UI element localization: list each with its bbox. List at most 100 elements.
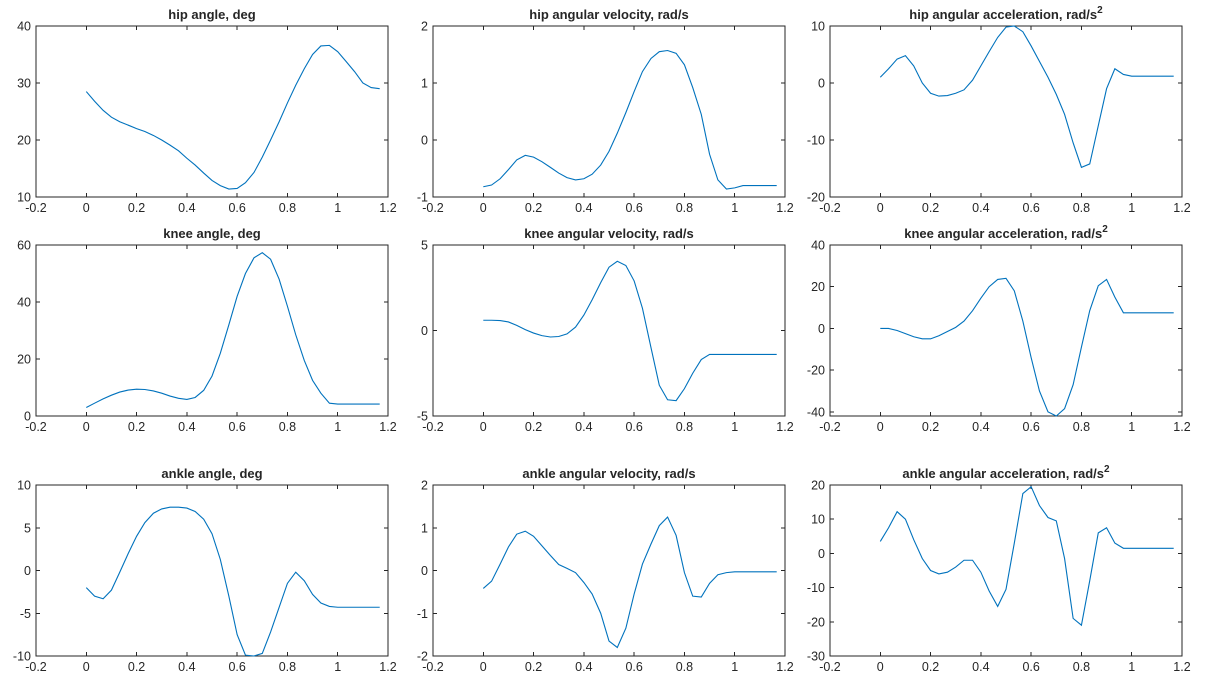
x-tick-label: 0.8 [279, 420, 296, 434]
x-tick-label: 0 [480, 660, 487, 674]
x-tick-label: 1 [334, 420, 341, 434]
x-tick-label: -0.2 [819, 420, 841, 434]
y-tick-label: 0 [421, 324, 428, 338]
x-tick-label: 0.6 [625, 201, 642, 215]
x-tick-label: 0.2 [922, 660, 939, 674]
y-tick-label: 40 [17, 20, 31, 34]
y-tick-label: 0 [818, 322, 825, 336]
plot-area [829, 244, 1183, 417]
plot-area [829, 25, 1183, 198]
x-tick-label: -0.2 [25, 420, 47, 434]
y-tick-label: 0 [818, 547, 825, 561]
x-tick-label: 1 [334, 201, 341, 215]
chart-title-text: ankle angle, deg [161, 466, 262, 481]
x-tick-label: -0.2 [422, 420, 444, 434]
plot-area [35, 25, 389, 198]
x-tick-label: -0.2 [422, 660, 444, 674]
y-tick-label: -1 [417, 191, 428, 205]
y-tick-label: 0 [24, 410, 31, 424]
x-tick-label: 0.6 [1022, 660, 1039, 674]
series-line [86, 252, 380, 408]
chart-title: hip angular velocity, rad/s [529, 7, 688, 22]
x-tick-label: 1 [731, 201, 738, 215]
chart-title-text: knee angular velocity, rad/s [524, 226, 694, 241]
plot-area [35, 244, 389, 417]
series-line [483, 49, 777, 190]
y-tick-label: 10 [17, 191, 31, 205]
x-tick-label: 1.2 [379, 420, 396, 434]
y-tick-label: 20 [811, 280, 825, 294]
x-tick-label: 0.4 [575, 660, 592, 674]
x-tick-label: 0 [83, 420, 90, 434]
y-tick-label: 5 [24, 521, 31, 535]
x-tick-label: 0.2 [128, 201, 145, 215]
chart-title: ankle angle, deg [161, 466, 262, 481]
y-tick-label: 40 [17, 296, 31, 310]
y-tick-label: 1 [421, 77, 428, 91]
chart-title-text: hip angle, deg [168, 7, 255, 22]
chart-title-text: ankle angular acceleration, rad/s [902, 466, 1104, 481]
x-tick-label: 0.4 [972, 201, 989, 215]
y-tick-label: -10 [807, 134, 825, 148]
x-tick-label: 1.2 [1173, 201, 1190, 215]
y-tick-label: -40 [807, 405, 825, 419]
x-tick-label: 0 [480, 201, 487, 215]
y-tick-label: 40 [811, 239, 825, 253]
y-tick-label: 2 [421, 20, 428, 34]
chart-title-text: hip angular velocity, rad/s [529, 7, 688, 22]
x-tick-label: -0.2 [819, 660, 841, 674]
plot-area [35, 484, 389, 657]
y-tick-label: 10 [811, 20, 825, 34]
y-tick-label: -20 [807, 615, 825, 629]
chart-title-text: ankle angular velocity, rad/s [522, 466, 695, 481]
panel-top-right: -0.2 0 0.2 0.4 0.6 0.8 1 1.2 -20 -10 0 10 hip angula… [807, 5, 1191, 215]
chart-title: hip angular acceleration, rad/s2 [909, 5, 1103, 22]
x-tick-label: -0.2 [422, 201, 444, 215]
x-tick-label: 0 [83, 660, 90, 674]
x-tick-label: 0.4 [178, 660, 195, 674]
plot-area [432, 25, 786, 198]
panel-top-left: -0.2 0 0.2 0.4 0.6 0.8 1 1.2 10 20 30 40 hip angle, … [17, 7, 397, 215]
x-tick-label: 1.2 [776, 660, 793, 674]
panel-top-center: -0.2 0 0.2 0.4 0.6 0.8 1 1.2 -1 0 1 2 hip angular ve… [417, 7, 794, 215]
x-tick-label: 0.6 [228, 660, 245, 674]
x-tick-label: 1 [731, 420, 738, 434]
x-tick-label: 0.8 [676, 201, 693, 215]
y-tick-label: 20 [17, 134, 31, 148]
x-tick-label: 0.4 [575, 201, 592, 215]
x-tick-label: 0 [877, 660, 884, 674]
x-tick-label: 0.8 [676, 660, 693, 674]
x-tick-label: 0.8 [1073, 660, 1090, 674]
plot-area [829, 484, 1183, 657]
x-tick-label: 1 [1128, 201, 1135, 215]
y-tick-label: 30 [17, 77, 31, 91]
x-tick-label: 0.6 [228, 420, 245, 434]
x-tick-label: 1.2 [379, 201, 396, 215]
series-line [85, 506, 380, 657]
panel-bottom-center: -0.2 0 0.2 0.4 0.6 0.8 1 1.2 -2 -1 0 1 2 ankle angula… [417, 466, 794, 674]
x-tick-label: 1.2 [1173, 660, 1190, 674]
y-tick-label: -2 [417, 650, 428, 664]
panel-middle-center: -0.2 0 0.2 0.4 0.6 0.8 1 1.2 -5 0 5 knee angular ve… [417, 226, 794, 434]
plot-area [432, 484, 786, 657]
chart-title: ankle angular acceleration, rad/s2 [902, 464, 1110, 481]
panel-bottom-right: -0.2 0 0.2 0.4 0.6 0.8 1 1.2 -30 -20 -10 0 10 20 ankle… [807, 464, 1191, 674]
chart-title-superscript: 2 [1097, 5, 1103, 16]
chart-title: knee angular acceleration, rad/s2 [904, 224, 1108, 241]
x-tick-label: 0.8 [279, 201, 296, 215]
chart-title: hip angle, deg [168, 7, 255, 22]
y-tick-label: -20 [807, 364, 825, 378]
y-tick-label: 5 [421, 239, 428, 253]
x-tick-label: 1 [1128, 420, 1135, 434]
x-tick-label: 0.6 [1022, 201, 1039, 215]
chart-title-text: knee angle, deg [163, 226, 261, 241]
x-tick-label: 0.4 [575, 420, 592, 434]
y-tick-label: -1 [417, 607, 428, 621]
series-line [85, 44, 380, 190]
y-tick-label: 0 [818, 77, 825, 91]
x-tick-label: 0.2 [525, 420, 542, 434]
y-tick-label: -5 [417, 410, 428, 424]
x-tick-label: 0 [83, 201, 90, 215]
y-tick-label: -30 [807, 650, 825, 664]
